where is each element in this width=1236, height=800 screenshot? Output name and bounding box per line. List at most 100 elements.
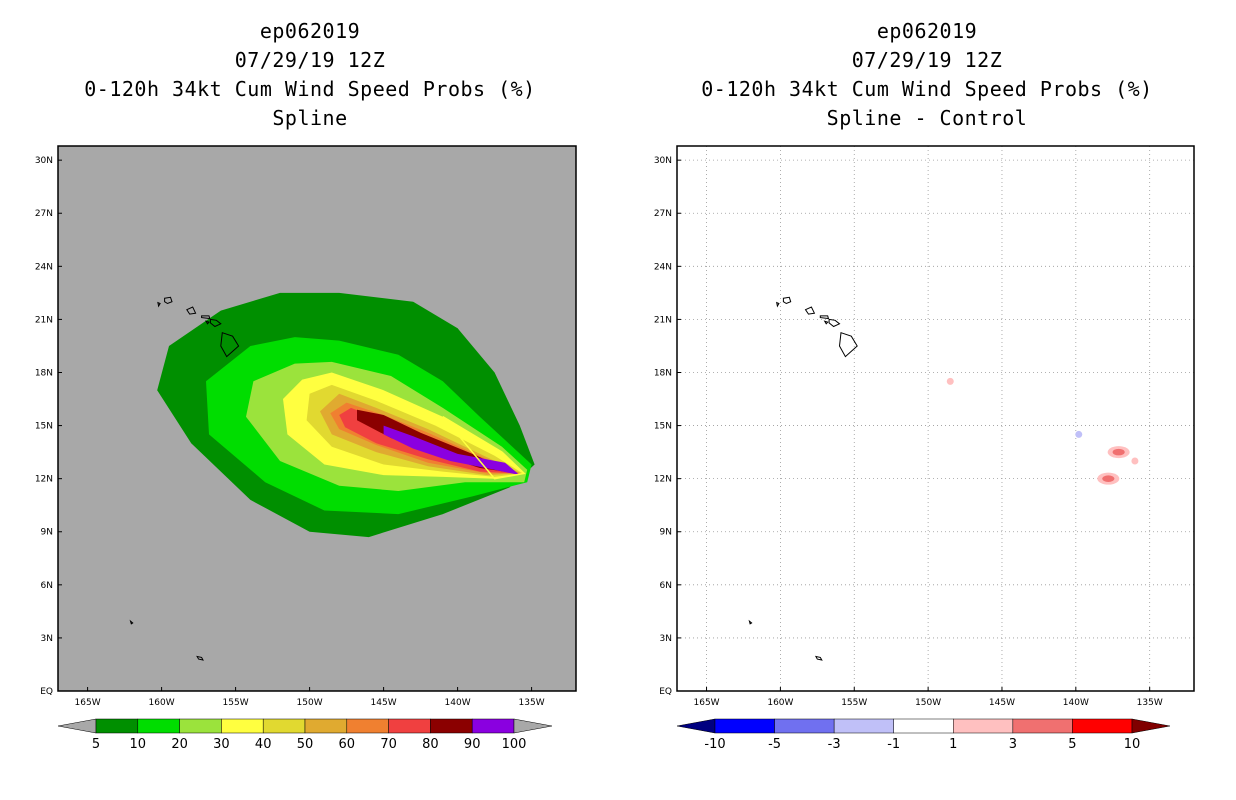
left-ytick-label: 21N	[35, 315, 53, 325]
right-xtick-label: 165W	[694, 698, 720, 708]
left-ytick-label: 27N	[35, 209, 53, 219]
right-storm-id: ep062019	[876, 19, 978, 43]
right-colorbar-label: -1	[887, 737, 900, 752]
island-big-island	[220, 332, 240, 358]
left-colorbar-swatch	[430, 718, 473, 734]
right-ytick-label: 21N	[654, 315, 672, 325]
left-colorbar-label: 90	[464, 737, 481, 752]
right-colorbar-left-arrow	[676, 718, 716, 734]
island-lanai	[823, 320, 829, 325]
left-xtick-label: 160W	[149, 698, 175, 708]
left-product-title: 0-120h 34kt Cum Wind Speed Probs (%)	[84, 77, 536, 101]
diff-blob-core-2	[1112, 448, 1125, 456]
left-colorbar-label: 5	[92, 737, 100, 752]
left-xtick-label: 135W	[519, 698, 545, 708]
left-colorbar-swatch	[95, 718, 139, 734]
left-colorbar-swatch	[346, 718, 389, 734]
island-palmyra	[129, 619, 134, 625]
left-ytick-label: 12N	[35, 475, 53, 485]
left-datetime: 07/29/19 12Z	[234, 48, 386, 72]
island-kiritimati	[814, 655, 823, 661]
right-map-background	[677, 146, 1194, 691]
right-colorbar-label: 5	[1068, 737, 1076, 752]
right-colorbar-label: 1	[949, 737, 957, 752]
left-ytick-label: 15N	[35, 422, 53, 432]
right-map-panel: 165W 160W 155W 150W 145W 140W 135W EQ 3N 6N 9N 12N 1…	[654, 145, 1195, 708]
left-colorbar-label: 70	[380, 737, 397, 752]
left-colorbar-swatch	[221, 718, 264, 734]
left-ytick-label: 3N	[41, 634, 53, 644]
left-ytick-label: 18N	[35, 368, 53, 378]
island-oahu	[804, 306, 816, 315]
right-ytick-label: EQ	[659, 687, 672, 697]
right-colorbar-swatch	[714, 718, 775, 734]
left-ytick-label: 30N	[35, 156, 53, 166]
left-colorbar-right-arrow	[513, 718, 553, 734]
diff-blob-0	[946, 377, 954, 385]
left-xtick-label: 150W	[297, 698, 323, 708]
left-ytick-label: 24N	[35, 262, 53, 272]
left-colorbar-label: 100	[502, 737, 527, 752]
right-xtick-label: 145W	[989, 698, 1015, 708]
left-ytick-label: EQ	[40, 687, 53, 697]
left-colorbar: 5 10 20 30 40 50 60 70 80 90 100	[57, 718, 553, 752]
island-molokai	[201, 315, 211, 320]
right-chart-title: ep062019 07/29/19 12Z 0-120h 34kt Cum Wi…	[647, 17, 1207, 133]
left-xtick-label: 145W	[371, 698, 397, 708]
right-product-title: 0-120h 34kt Cum Wind Speed Probs (%)	[701, 77, 1153, 101]
right-xtick-label: 150W	[915, 698, 941, 708]
right-ytick-label: 6N	[660, 581, 672, 591]
right-colorbar-swatch	[1072, 718, 1133, 734]
right-colorbar-swatch	[953, 718, 1014, 734]
right-xtick-label: 135W	[1137, 698, 1163, 708]
left-colorbar-left-arrow	[57, 718, 97, 734]
left-chart-title: ep062019 07/29/19 12Z 0-120h 34kt Cum Wi…	[30, 17, 590, 133]
island-oahu	[186, 306, 197, 315]
left-colorbar-swatch	[471, 718, 515, 734]
right-colorbar-swatch	[774, 718, 835, 734]
contour-30pct-outline	[442, 416, 526, 480]
contour-90pct	[383, 425, 520, 476]
island-maui	[209, 318, 222, 328]
left-colorbar-label: 30	[213, 737, 230, 752]
right-ytick-label: 12N	[654, 475, 672, 485]
island-kauai	[782, 296, 792, 305]
island-molokai	[819, 315, 830, 320]
right-colorbar-label: -5	[768, 737, 781, 752]
left-colorbar-swatch	[262, 718, 306, 734]
right-xtick-label: 155W	[841, 698, 867, 708]
diff-blob-1	[1075, 430, 1083, 438]
right-colorbar-label: -3	[828, 737, 841, 752]
right-colorbar-label: 3	[1009, 737, 1017, 752]
left-colorbar-swatch	[137, 718, 180, 734]
island-lanai	[204, 320, 210, 325]
right-colorbar-swatch	[893, 718, 954, 734]
left-colorbar-label: 20	[171, 737, 188, 752]
right-ytick-label: 18N	[654, 368, 672, 378]
right-subtitle: Spline - Control	[826, 106, 1028, 130]
right-ytick-label: 3N	[660, 634, 672, 644]
right-ytick-label: 24N	[654, 262, 672, 272]
left-colorbar-swatch	[179, 718, 222, 734]
left-colorbar-label: 40	[255, 737, 272, 752]
left-colorbar-label: 80	[422, 737, 439, 752]
left-xtick-label: 140W	[445, 698, 471, 708]
island-palmyra	[748, 619, 753, 625]
right-colorbar-right-arrow	[1131, 718, 1171, 734]
right-colorbar-label: -10	[704, 737, 725, 752]
left-colorbar-swatch	[388, 718, 431, 734]
right-ytick-label: 27N	[654, 209, 672, 219]
left-colorbar-label: 50	[297, 737, 314, 752]
island-niihau	[776, 301, 780, 308]
left-colorbar-label: 60	[339, 737, 356, 752]
island-kauai	[164, 296, 173, 305]
right-colorbar-swatch	[1012, 718, 1073, 734]
left-ytick-label: 6N	[41, 581, 53, 591]
right-xtick-label: 160W	[767, 698, 793, 708]
right-ytick-label: 30N	[654, 156, 672, 166]
right-ytick-label: 15N	[654, 422, 672, 432]
diff-blob-3	[1131, 457, 1139, 465]
right-datetime: 07/29/19 12Z	[851, 48, 1003, 72]
left-colorbar-swatch	[304, 718, 348, 734]
